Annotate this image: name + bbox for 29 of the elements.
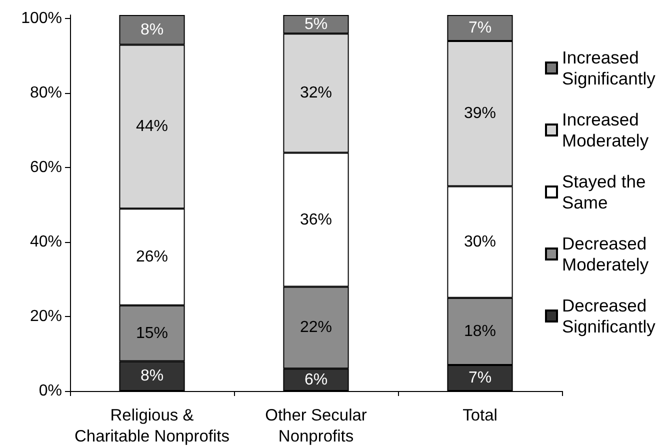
data-label: 26%: [136, 248, 168, 266]
legend-label: Decreased Moderately: [562, 234, 649, 274]
y-tick-label: 40%: [30, 234, 62, 251]
data-label: 30%: [464, 234, 496, 251]
data-label: 7%: [468, 20, 492, 37]
legend-label: Increased Significantly: [562, 48, 656, 88]
legend-label: Decreased Significantly: [562, 296, 656, 336]
y-tick-label: 100%: [21, 10, 62, 28]
x-tick-label: Total: [462, 406, 498, 424]
data-label: 18%: [464, 322, 496, 340]
data-label: 15%: [136, 324, 168, 342]
data-label: 6%: [304, 371, 328, 388]
data-label: 22%: [300, 319, 332, 336]
data-label: 39%: [464, 105, 496, 122]
data-label: 5%: [304, 16, 328, 33]
legend-label: Stayed the Same: [562, 172, 646, 212]
data-label: 8%: [140, 21, 164, 38]
data-label: 7%: [468, 369, 492, 386]
data-label: 8%: [140, 368, 164, 385]
x-tick-label: Other Secular Nonprofits: [265, 406, 368, 446]
y-tick-label: 0%: [38, 382, 62, 400]
legend-label: Increased Moderately: [562, 110, 649, 150]
y-tick-label: 20%: [30, 308, 62, 326]
y-tick-label: 80%: [30, 84, 62, 102]
data-label: 44%: [136, 118, 168, 136]
data-label: 36%: [300, 211, 332, 228]
x-tick-label: Religious & Charitable Nonprofits: [74, 406, 230, 446]
data-label: 32%: [300, 84, 332, 102]
y-tick-label: 60%: [30, 159, 62, 176]
